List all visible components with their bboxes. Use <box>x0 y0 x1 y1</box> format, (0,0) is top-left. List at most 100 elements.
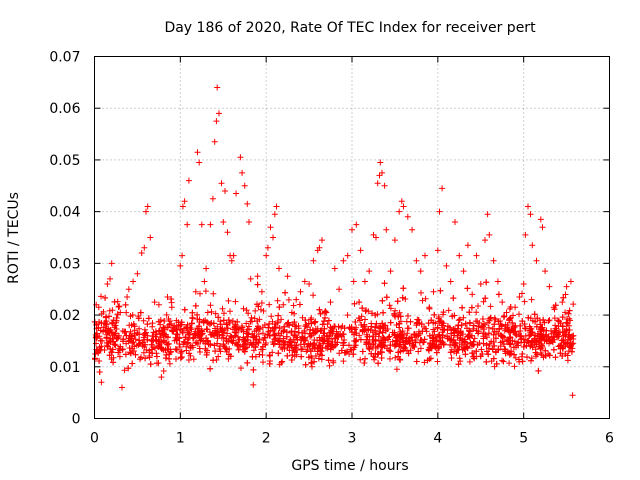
data-point <box>285 296 292 303</box>
data-point <box>208 308 215 315</box>
data-point <box>319 352 325 359</box>
data-point <box>220 219 227 225</box>
data-point <box>311 346 318 352</box>
x-tick-label: 3 <box>348 431 357 447</box>
data-point <box>195 331 202 338</box>
data-point <box>511 338 518 345</box>
data-point <box>315 342 322 349</box>
data-point <box>207 302 214 309</box>
data-point <box>473 252 480 259</box>
data-point <box>140 349 147 356</box>
data-point <box>147 234 154 241</box>
data-point <box>443 262 450 269</box>
data-point <box>460 345 467 352</box>
data-point <box>328 327 335 334</box>
data-point <box>101 347 108 353</box>
data-point <box>341 325 348 332</box>
data-point <box>462 351 469 358</box>
data-point <box>174 327 181 333</box>
data-point <box>482 237 488 244</box>
data-point <box>122 301 129 308</box>
data-point <box>108 356 115 363</box>
data-point <box>189 309 196 316</box>
data-point <box>168 320 175 327</box>
data-point <box>310 292 317 299</box>
data-point <box>96 358 103 364</box>
data-point <box>155 318 162 325</box>
data-point <box>377 325 384 332</box>
data-point <box>486 340 493 347</box>
data-point <box>563 283 570 290</box>
data-point <box>177 350 184 357</box>
data-point <box>151 299 158 306</box>
data-point <box>115 304 122 310</box>
data-point <box>372 324 379 331</box>
data-point <box>198 221 205 228</box>
data-point <box>562 350 569 357</box>
data-point <box>366 346 373 353</box>
data-point <box>284 273 291 280</box>
data-point <box>555 317 561 324</box>
data-point <box>177 321 184 328</box>
data-point <box>525 203 531 210</box>
data-point <box>379 329 386 336</box>
data-point <box>425 320 432 327</box>
data-point <box>223 345 230 352</box>
data-point <box>109 346 116 353</box>
data-point <box>355 315 362 322</box>
data-point <box>102 294 109 301</box>
data-point <box>533 323 540 330</box>
data-point <box>528 296 535 303</box>
data-point <box>93 340 99 347</box>
data-point <box>190 334 197 341</box>
data-point <box>276 304 283 311</box>
data-point <box>566 343 573 350</box>
data-point <box>521 298 528 305</box>
data-point <box>437 287 444 294</box>
data-point <box>207 341 214 348</box>
data-point <box>400 203 407 210</box>
data-point <box>513 332 520 339</box>
data-point <box>435 343 442 350</box>
data-point <box>274 297 281 304</box>
data-point <box>117 343 124 350</box>
data-point <box>173 323 180 330</box>
data-point <box>340 257 347 264</box>
data-point <box>283 329 290 336</box>
data-point <box>474 341 481 348</box>
data-point <box>511 351 518 358</box>
data-point <box>377 159 384 166</box>
data-point <box>210 357 217 364</box>
data-point <box>259 346 266 353</box>
data-point <box>434 358 441 365</box>
data-point <box>280 301 287 308</box>
data-point <box>247 339 254 346</box>
data-point <box>508 326 515 332</box>
data-point <box>462 320 469 327</box>
data-point <box>173 336 180 343</box>
data-point <box>123 332 130 339</box>
data-point <box>142 341 149 348</box>
data-point <box>387 305 394 312</box>
data-point <box>527 211 534 218</box>
data-point <box>559 345 566 352</box>
data-point <box>485 345 492 352</box>
data-point <box>109 349 116 356</box>
data-point <box>460 314 467 321</box>
data-point <box>539 333 546 340</box>
data-point <box>437 338 444 344</box>
data-point <box>475 323 482 330</box>
data-point <box>470 325 477 332</box>
data-point <box>470 322 477 329</box>
data-point <box>364 333 371 340</box>
data-point <box>241 348 248 355</box>
data-point <box>160 368 167 374</box>
data-point <box>545 317 552 324</box>
data-point <box>183 347 190 354</box>
data-point <box>247 275 254 282</box>
data-point <box>534 351 541 358</box>
data-point <box>135 341 142 348</box>
data-point <box>378 355 385 361</box>
data-point <box>127 349 134 356</box>
data-point <box>123 309 130 316</box>
